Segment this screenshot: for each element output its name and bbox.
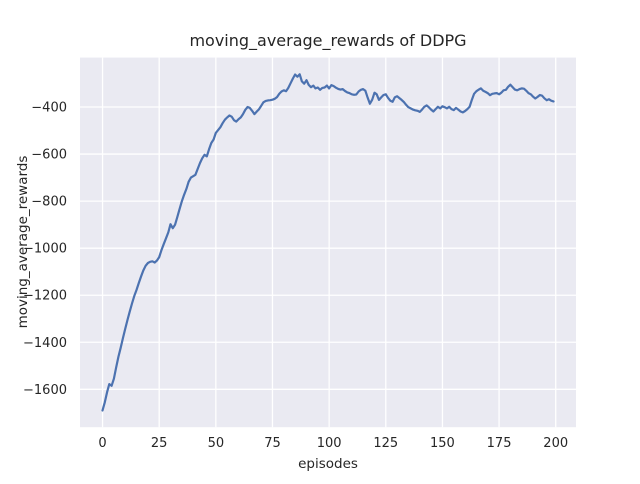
tick-labels: 0 25 50 75 100 125 150 175 200 −400 −600 −800 −1000 −… (23, 101, 568, 451)
chart-title: moving_average_rewards of DDPG (189, 31, 466, 51)
y-tick-label: −1400 (23, 336, 67, 351)
y-tick-label: −1600 (23, 383, 67, 398)
reward-line (101, 73, 555, 412)
x-tick-label: 150 (430, 436, 455, 451)
x-tick-label: 0 (98, 436, 106, 451)
x-tick-label: 25 (151, 436, 168, 451)
gridlines (80, 57, 576, 428)
y-tick-label: −1000 (23, 242, 67, 257)
y-tick-label: −400 (31, 101, 67, 116)
y-axis-label: moving_average_rewards (15, 156, 31, 329)
y-tick-label: −1200 (23, 289, 67, 304)
y-tick-label: −800 (31, 195, 67, 210)
x-axis-label: episodes (298, 456, 358, 472)
data-series-line (101, 73, 555, 412)
plot-area (80, 57, 576, 428)
x-tick-label: 100 (317, 436, 342, 451)
x-tick-label: 75 (264, 436, 281, 451)
x-tick-label: 50 (208, 436, 225, 451)
y-tick-label: −600 (31, 148, 67, 163)
x-tick-label: 175 (487, 436, 512, 451)
x-tick-label: 200 (543, 436, 568, 451)
x-tick-label: 125 (373, 436, 398, 451)
